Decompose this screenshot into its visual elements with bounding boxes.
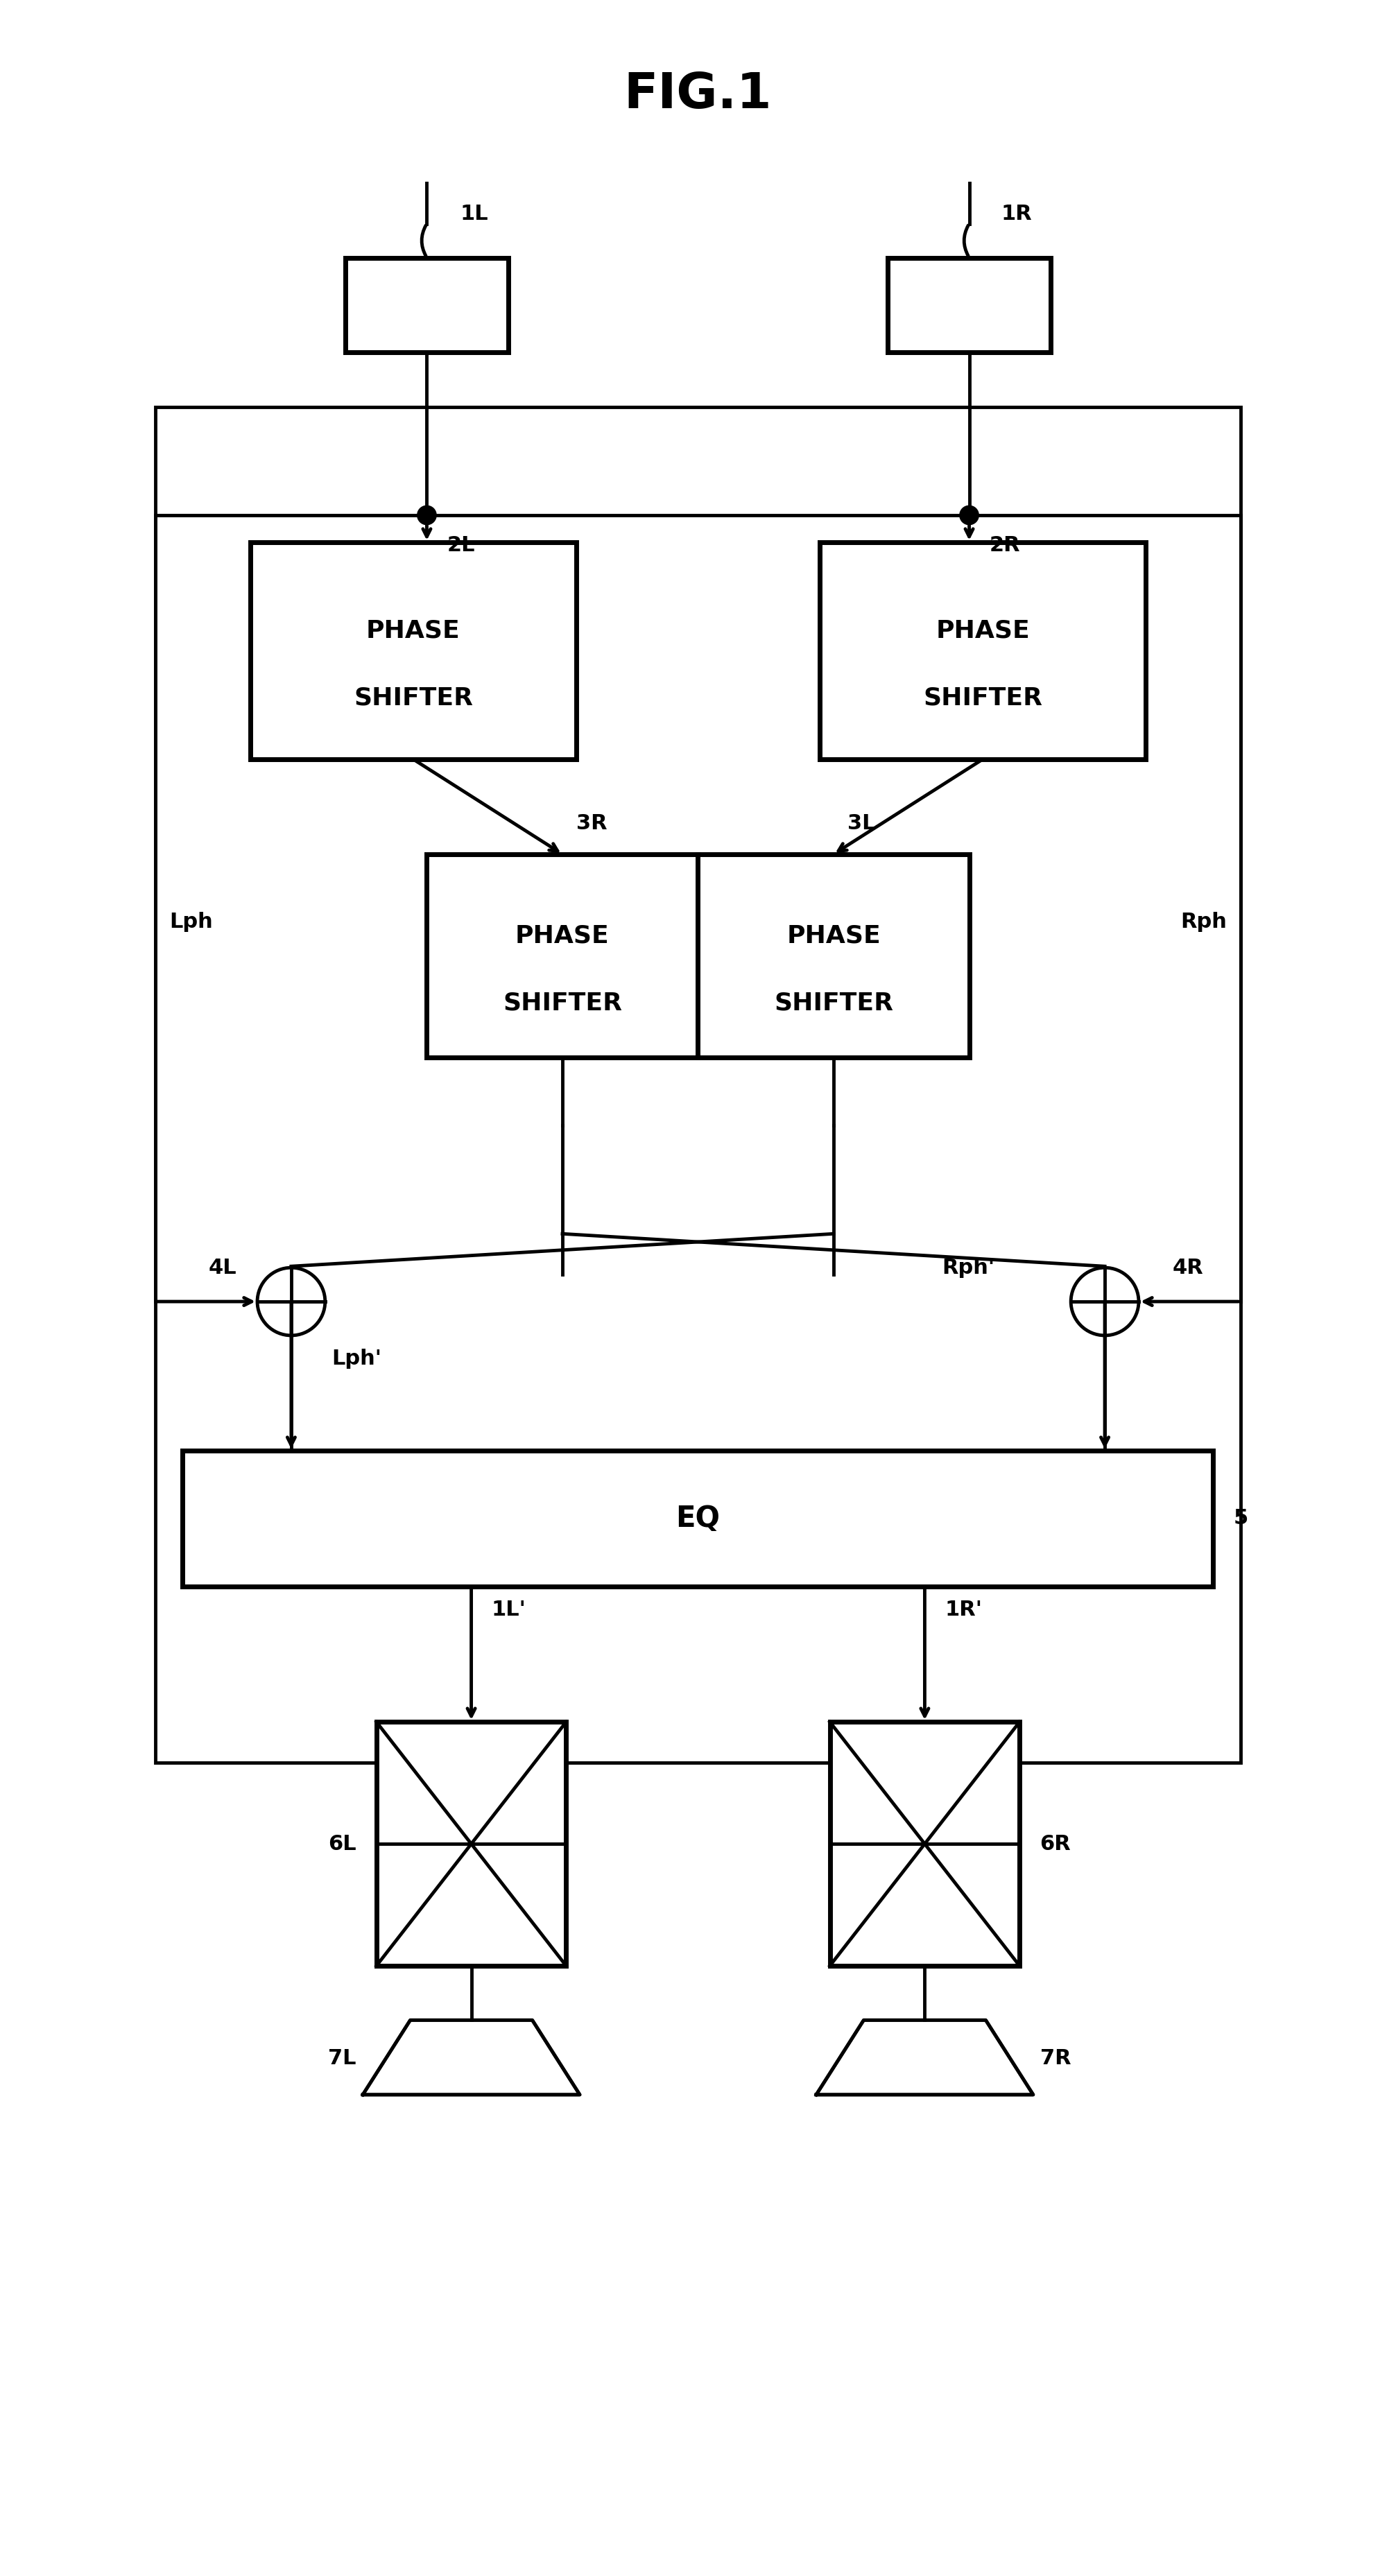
Text: EQ: EQ [676, 1504, 720, 1533]
Bar [819, 544, 1146, 760]
Bar [698, 855, 969, 1059]
Text: PHASE: PHASE [515, 925, 610, 948]
Text: Lph: Lph [169, 912, 212, 933]
Text: 7R: 7R [1040, 2048, 1071, 2069]
Circle shape [417, 505, 437, 526]
Bar [377, 1721, 567, 1965]
Bar [183, 1450, 1213, 1587]
Bar [250, 544, 577, 760]
Text: PHASE: PHASE [786, 925, 881, 948]
Text: 2R: 2R [990, 536, 1020, 556]
Text: 5: 5 [1234, 1510, 1248, 1528]
Text: 2L: 2L [447, 536, 475, 556]
Text: SHIFTER: SHIFTER [503, 992, 623, 1015]
Bar [888, 258, 1051, 353]
Text: FIG.1: FIG.1 [624, 72, 772, 118]
Bar [345, 258, 508, 353]
Text: 1L': 1L' [491, 1600, 526, 1620]
Text: 3R: 3R [577, 814, 607, 835]
Text: 1L: 1L [461, 204, 489, 224]
Text: Rph': Rph' [942, 1257, 995, 1278]
Text: 3L: 3L [847, 814, 875, 835]
Text: SHIFTER: SHIFTER [923, 685, 1043, 711]
Polygon shape [363, 2020, 579, 2094]
Polygon shape [817, 2020, 1033, 2094]
Text: 1R': 1R' [945, 1600, 983, 1620]
Text: PHASE: PHASE [935, 618, 1030, 641]
Text: PHASE: PHASE [366, 618, 461, 641]
Bar [829, 1721, 1019, 1965]
Text: 4L: 4L [209, 1257, 237, 1278]
Text: 4R: 4R [1173, 1257, 1203, 1278]
Text: 6R: 6R [1040, 1834, 1071, 1855]
Text: SHIFTER: SHIFTER [773, 992, 893, 1015]
Bar [155, 407, 1241, 1762]
Circle shape [959, 505, 979, 526]
Text: Rph: Rph [1181, 912, 1227, 933]
Text: 7L: 7L [328, 2048, 356, 2069]
Bar [427, 855, 698, 1059]
Text: 6L: 6L [328, 1834, 356, 1855]
Text: SHIFTER: SHIFTER [353, 685, 473, 711]
Text: 1R: 1R [1001, 204, 1032, 224]
Text: Lph': Lph' [332, 1350, 383, 1368]
